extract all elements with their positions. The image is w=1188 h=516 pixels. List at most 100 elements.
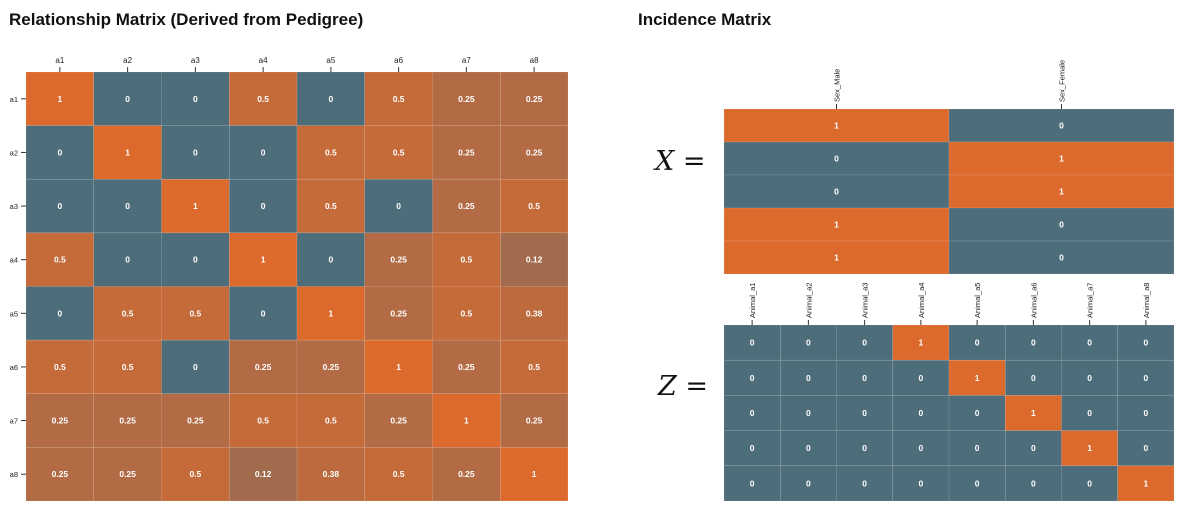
relationship-cell-r2-c7 bbox=[432, 125, 501, 180]
relationship-cell-r4-c6 bbox=[364, 232, 433, 287]
z-cell-r5-c6 bbox=[1004, 465, 1062, 502]
relationship-cell-value: 0.25 bbox=[458, 469, 475, 479]
x-cell-value: 1 bbox=[834, 121, 839, 131]
relationship-col-label: a5 bbox=[326, 56, 335, 65]
relationship-cell-value: 0 bbox=[193, 147, 198, 157]
relationship-cell-r7-c8 bbox=[499, 393, 569, 448]
z-symbol: Z bbox=[658, 371, 677, 402]
z-cell-value: 0 bbox=[1087, 338, 1092, 348]
relationship-col-label: a4 bbox=[259, 56, 268, 65]
incidence-matrix-title: Incidence Matrix bbox=[638, 10, 772, 29]
z-cell-value: 0 bbox=[1031, 443, 1036, 453]
z-cell-value: 0 bbox=[750, 443, 755, 453]
z-cell-value: 0 bbox=[1031, 478, 1036, 488]
relationship-cell-value: 0.5 bbox=[528, 362, 540, 372]
relationship-cell-r3-c4 bbox=[228, 178, 298, 234]
relationship-cell-value: 0.25 bbox=[458, 362, 475, 372]
z-cell-value: 0 bbox=[919, 408, 924, 418]
x-equals-sign: = bbox=[682, 146, 706, 177]
z-cell-r1-c8 bbox=[1117, 324, 1175, 361]
relationship-cell-value: 0.5 bbox=[325, 147, 337, 157]
z-cell-value: 0 bbox=[806, 443, 811, 453]
relationship-cell-value: 0.5 bbox=[122, 362, 134, 372]
z-cell-r3-c8 bbox=[1117, 395, 1175, 431]
z-cell-r1-c6 bbox=[1004, 324, 1062, 361]
relationship-cell-value: 0.25 bbox=[390, 308, 407, 318]
relationship-cell-value: 0.5 bbox=[528, 201, 540, 211]
z-cell-r3-c2 bbox=[779, 395, 837, 431]
relationship-row-label: a2 bbox=[10, 148, 18, 157]
relationship-cell-r5-c1 bbox=[25, 286, 95, 341]
relationship-cell-value: 0 bbox=[329, 255, 334, 265]
x-cell-r5-c1 bbox=[723, 240, 950, 275]
z-cell-r4-c1 bbox=[723, 430, 781, 467]
relationship-cell-r6-c4 bbox=[228, 339, 298, 395]
relationship-cell-value: 0 bbox=[125, 255, 130, 265]
relationship-cell-r5-c2 bbox=[93, 286, 162, 341]
relationship-cell-value: 0.25 bbox=[52, 469, 69, 479]
relationship-cell-r3-c6 bbox=[364, 178, 433, 234]
relationship-row-label: a8 bbox=[10, 470, 18, 479]
x-equation-label: X = bbox=[655, 146, 705, 177]
relationship-cell-value: 0.5 bbox=[257, 416, 269, 426]
relationship-cell-r3-c8 bbox=[499, 178, 569, 234]
z-col-label: Animal_a4 bbox=[917, 283, 926, 318]
relationship-cell-value: 0.5 bbox=[325, 201, 337, 211]
relationship-cell-r1-c8 bbox=[499, 71, 569, 126]
relationship-cell-value: 0.5 bbox=[325, 416, 337, 426]
z-cell-value: 0 bbox=[862, 373, 867, 383]
relationship-row-label: a6 bbox=[10, 363, 18, 372]
relationship-cell-r5-c4 bbox=[228, 286, 298, 341]
z-cell-r4-c6 bbox=[1004, 430, 1062, 467]
relationship-cell-r5-c5 bbox=[296, 286, 366, 341]
relationship-row-label: a7 bbox=[10, 417, 18, 426]
relationship-cell-value: 0.25 bbox=[390, 416, 407, 426]
relationship-cell-r4-c3 bbox=[161, 232, 230, 287]
z-cell-value: 0 bbox=[862, 443, 867, 453]
z-cell-value: 0 bbox=[862, 478, 867, 488]
x-cell-value: 1 bbox=[834, 253, 839, 263]
relationship-row-label: a5 bbox=[10, 309, 18, 318]
relationship-cell-value: 0.5 bbox=[393, 147, 405, 157]
relationship-cell-r7-c7 bbox=[432, 393, 501, 448]
relationship-cell-value: 0.5 bbox=[257, 94, 269, 104]
relationship-cell-value: 0.25 bbox=[526, 416, 543, 426]
relationship-cell-value: 0 bbox=[396, 201, 401, 211]
relationship-cell-value: 0.12 bbox=[526, 255, 543, 265]
x-cell-r4-c1 bbox=[723, 207, 950, 242]
relationship-cell-value: 0.38 bbox=[323, 469, 340, 479]
z-cell-value: 0 bbox=[1031, 338, 1036, 348]
z-equation-label: Z = bbox=[658, 371, 708, 402]
z-cell-value: 0 bbox=[1087, 478, 1092, 488]
relationship-cell-r1-c4 bbox=[228, 71, 298, 126]
z-cell-r5-c8 bbox=[1117, 465, 1175, 502]
z-cell-value: 0 bbox=[806, 338, 811, 348]
z-cell-r5-c2 bbox=[779, 465, 837, 502]
relationship-cell-r1-c2 bbox=[93, 71, 162, 126]
relationship-cell-value: 0 bbox=[261, 201, 266, 211]
relationship-cell-r3-c2 bbox=[93, 178, 162, 234]
relationship-cell-r4-c1 bbox=[25, 232, 95, 287]
relationship-cell-value: 0.5 bbox=[460, 255, 472, 265]
relationship-cell-value: 0.5 bbox=[122, 308, 134, 318]
z-cell-r2-c6 bbox=[1004, 359, 1062, 396]
relationship-cell-value: 0.25 bbox=[119, 416, 136, 426]
z-cell-value: 0 bbox=[806, 373, 811, 383]
z-cell-value: 0 bbox=[1144, 443, 1149, 453]
z-col-label: Animal_a2 bbox=[804, 283, 813, 318]
relationship-cell-r6-c3 bbox=[161, 339, 230, 395]
relationship-cell-value: 0 bbox=[58, 201, 63, 211]
x-cell-value: 0 bbox=[834, 187, 839, 197]
z-cell-value: 0 bbox=[862, 338, 867, 348]
relationship-cell-value: 0 bbox=[58, 308, 63, 318]
relationship-cell-r1-c6 bbox=[364, 71, 433, 126]
x-cell-value: 1 bbox=[1059, 154, 1064, 164]
z-cell-r2-c8 bbox=[1117, 359, 1175, 396]
z-cell-value: 1 bbox=[1144, 478, 1149, 488]
x-cell-r2-c2 bbox=[948, 141, 1175, 176]
relationship-cell-value: 0 bbox=[261, 308, 266, 318]
relationship-cell-r2-c2 bbox=[93, 125, 162, 180]
relationship-cell-r2-c1 bbox=[25, 125, 95, 180]
z-cell-value: 0 bbox=[806, 478, 811, 488]
